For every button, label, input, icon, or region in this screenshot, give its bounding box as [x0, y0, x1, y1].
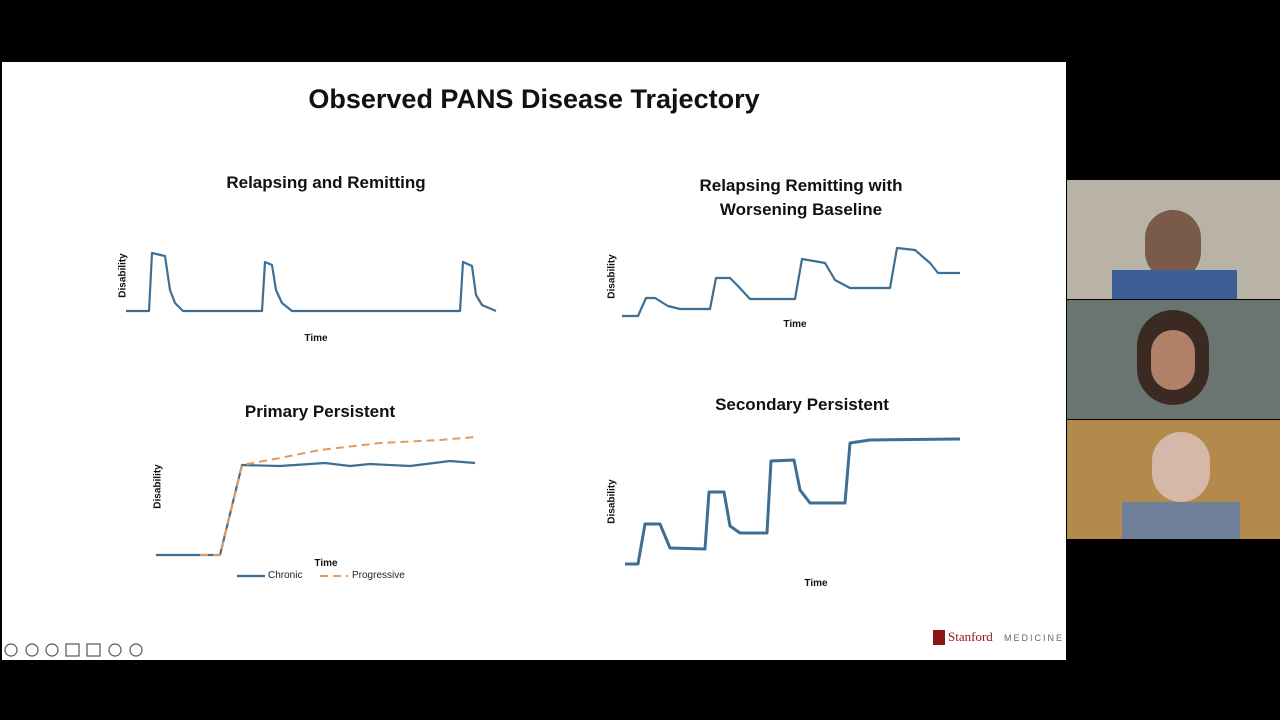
curve	[200, 436, 476, 556]
x-axis-label: Time	[804, 578, 828, 589]
slide-title: Observed PANS Disease Trajectory	[308, 84, 760, 114]
x-axis-label: Time	[783, 319, 807, 330]
logo-name: Stanford	[948, 629, 993, 644]
legend-label: Progressive	[352, 570, 405, 581]
curve	[126, 251, 497, 313]
panel-title: Relapsing and Remitting	[226, 173, 426, 192]
panel-title: Secondary Persistent	[715, 395, 889, 414]
x-axis-label: Time	[304, 333, 328, 344]
video-tile[interactable]	[1067, 180, 1280, 299]
x-axis-label: Time	[314, 558, 338, 569]
slide	[2, 62, 1066, 660]
panel-title: Primary Persistent	[244, 402, 396, 421]
toolbar[interactable]	[4, 643, 143, 657]
video-tile[interactable]	[1067, 300, 1280, 419]
panel-title: Relapsing Remitting with Worsening Basel…	[699, 176, 903, 219]
logo-unit: MEDICINE	[1004, 633, 1065, 643]
curve	[625, 437, 961, 566]
logo-shield	[933, 630, 945, 645]
curve	[156, 459, 476, 557]
curve	[622, 246, 960, 318]
legend-label: Chronic	[268, 570, 303, 581]
video-tile[interactable]	[1067, 420, 1280, 539]
